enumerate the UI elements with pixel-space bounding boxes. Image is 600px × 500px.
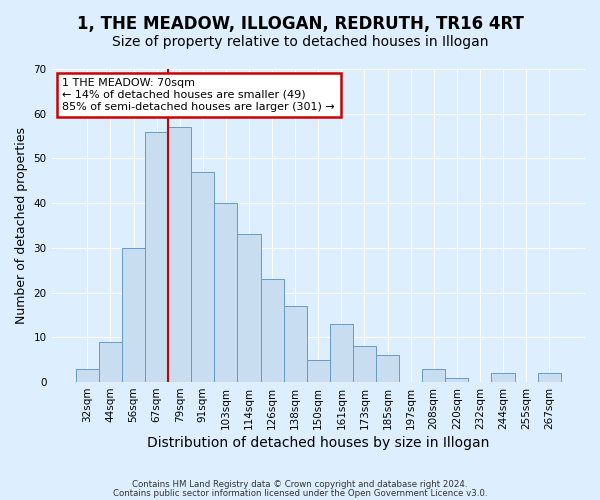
Text: 1 THE MEADOW: 70sqm
← 14% of detached houses are smaller (49)
85% of semi-detach: 1 THE MEADOW: 70sqm ← 14% of detached ho…: [62, 78, 335, 112]
Bar: [99, 342, 122, 382]
Bar: [376, 355, 399, 382]
Y-axis label: Number of detached properties: Number of detached properties: [15, 127, 28, 324]
Text: Contains public sector information licensed under the Open Government Licence v3: Contains public sector information licen…: [113, 488, 487, 498]
Bar: [260, 279, 284, 382]
Bar: [76, 368, 99, 382]
Text: Contains HM Land Registry data © Crown copyright and database right 2024.: Contains HM Land Registry data © Crown c…: [132, 480, 468, 489]
Bar: [214, 203, 238, 382]
Bar: [145, 132, 168, 382]
Bar: [445, 378, 469, 382]
Text: Size of property relative to detached houses in Illogan: Size of property relative to detached ho…: [112, 35, 488, 49]
Bar: [191, 172, 214, 382]
Bar: [307, 360, 330, 382]
Bar: [168, 127, 191, 382]
Text: 1, THE MEADOW, ILLOGAN, REDRUTH, TR16 4RT: 1, THE MEADOW, ILLOGAN, REDRUTH, TR16 4R…: [77, 15, 523, 33]
Bar: [284, 306, 307, 382]
X-axis label: Distribution of detached houses by size in Illogan: Distribution of detached houses by size …: [147, 436, 490, 450]
Bar: [238, 234, 260, 382]
Bar: [422, 368, 445, 382]
Bar: [122, 248, 145, 382]
Bar: [353, 346, 376, 382]
Bar: [330, 324, 353, 382]
Bar: [538, 373, 561, 382]
Bar: [491, 373, 515, 382]
